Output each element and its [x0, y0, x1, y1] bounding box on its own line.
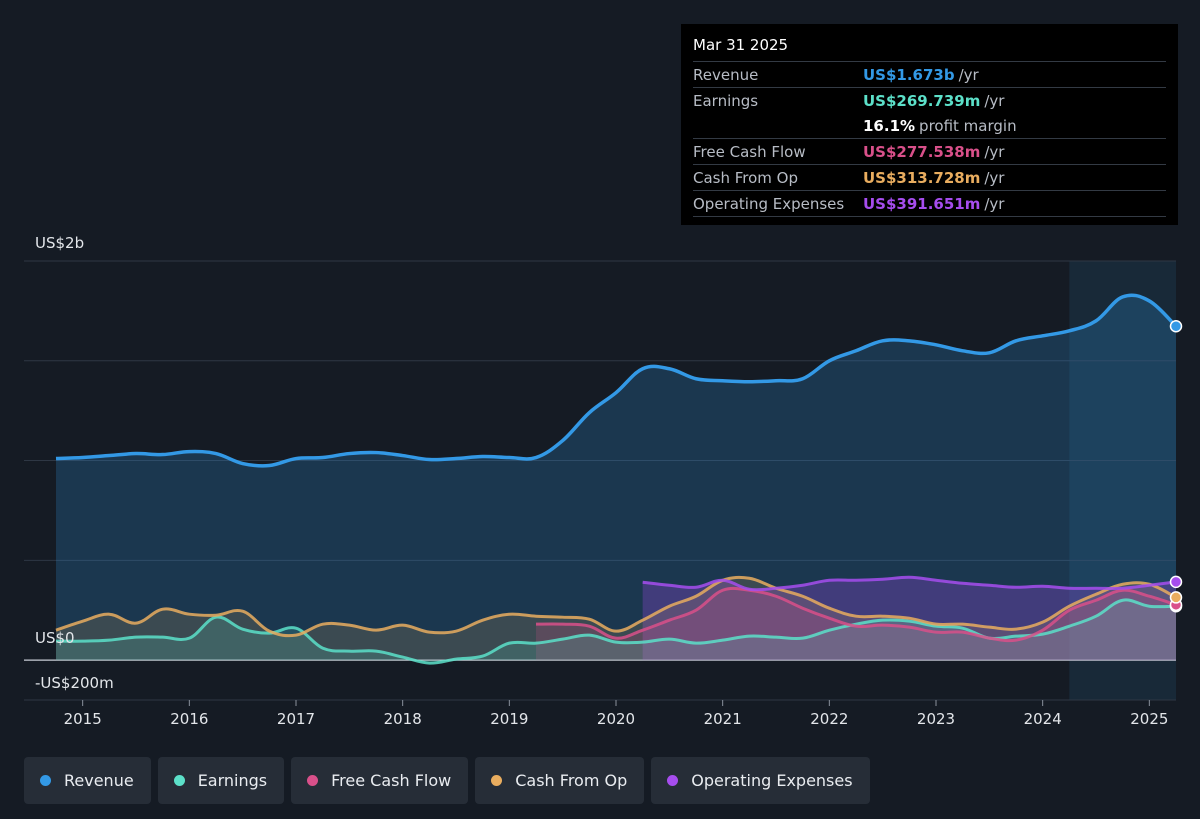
x-tick-label: 2022: [810, 710, 848, 728]
tooltip-unit: /yr: [958, 65, 979, 84]
tooltip-value: US$313.728m: [863, 168, 981, 187]
tooltip-unit: /yr: [984, 194, 1005, 213]
x-tick-label: 2024: [1024, 710, 1062, 728]
legend-dot-icon: [40, 775, 51, 786]
legend-item-revenue[interactable]: Revenue: [24, 757, 151, 804]
legend-dot-icon: [491, 775, 503, 786]
legend-label: Earnings: [197, 771, 268, 790]
legend-item-free-cash-flow[interactable]: Free Cash Flow: [291, 757, 469, 804]
tooltip-value: US$277.538m: [863, 142, 981, 161]
x-tick-label: 2019: [490, 710, 528, 728]
tooltip-value: US$1.673b: [863, 65, 955, 84]
gridlines: [24, 260, 1176, 701]
area-revenue: [56, 295, 1176, 661]
y-tick-label-bottom: -US$200m: [35, 674, 114, 692]
area-cash-from-op: [56, 577, 1176, 661]
tooltip-unit: /yr: [984, 168, 1005, 187]
data-tooltip: Mar 31 2025 Revenue US$1.673b /yr Earnin…: [681, 24, 1178, 225]
x-axis: 2015 2016 2017 2018 2019 2020 2021 2022 2023 2024…: [64, 700, 1168, 728]
series-endpoints: [1169, 320, 1183, 613]
chart-legend: Revenue Earnings Free Cash Flow Cash Fro…: [24, 757, 870, 804]
legend-label: Free Cash Flow: [331, 771, 452, 790]
legend-label: Operating Expenses: [691, 771, 853, 790]
tooltip-date: Mar 31 2025: [693, 36, 789, 54]
x-tick-label: 2020: [597, 710, 635, 728]
y-tick-label-top: US$2b: [35, 234, 84, 252]
series-lines: [55, 293, 1178, 665]
endpoint-operating-expenses: [1169, 575, 1183, 589]
x-tick-label: 2018: [384, 710, 422, 728]
endpoint-cash-from-op: [1169, 591, 1183, 604]
tooltip-label: Revenue: [693, 65, 759, 84]
tooltip-label: Earnings: [693, 91, 759, 110]
x-tick-label: 2016: [170, 710, 208, 728]
endpoint-revenue: [1169, 320, 1183, 333]
tooltip-label: Cash From Op: [693, 168, 799, 187]
legend-item-cash-from-op[interactable]: Cash From Op: [475, 757, 645, 804]
tooltip-row-operating-expenses: Operating Expenses US$391.651m /yr: [693, 190, 1166, 217]
legend-item-operating-expenses[interactable]: Operating Expenses: [651, 757, 870, 804]
tooltip-label: Free Cash Flow: [693, 142, 806, 161]
legend-label: Cash From Op: [515, 771, 628, 790]
x-tick-label: 2025: [1130, 710, 1168, 728]
series-areas: [56, 295, 1176, 664]
line-cash-from-op: [55, 575, 1177, 638]
tooltip-unit: /yr: [984, 91, 1005, 110]
forecast-shade: [1069, 261, 1176, 700]
tooltip-row-profit-margin: 16.1% profit margin: [693, 113, 1166, 138]
line-operating-expenses: [642, 575, 1177, 592]
x-tick-label: 2015: [64, 710, 102, 728]
legend-label: Revenue: [64, 771, 134, 790]
tooltip-row-revenue: Revenue US$1.673b /yr: [693, 61, 1166, 87]
legend-dot-icon: [307, 775, 319, 786]
legend-dot-icon: [667, 775, 679, 786]
tooltip-unit: /yr: [984, 142, 1005, 161]
tooltip-value: US$269.739m: [863, 91, 981, 110]
line-revenue: [55, 293, 1178, 468]
tooltip-value: US$391.651m: [863, 194, 981, 213]
x-tick-label: 2023: [917, 710, 955, 728]
legend-dot-icon: [173, 775, 185, 786]
line-free-cash-flow: [535, 586, 1177, 643]
area-earnings: [56, 599, 1176, 664]
legend-item-earnings[interactable]: Earnings: [157, 757, 285, 804]
tooltip-unit: profit margin: [919, 116, 1017, 135]
y-tick-label-zero: US$0: [35, 629, 75, 647]
tooltip-row-free-cash-flow: Free Cash Flow US$277.538m /yr: [693, 138, 1166, 164]
tooltip-label: Operating Expenses: [693, 194, 845, 213]
tooltip-row-earnings: Earnings US$269.739m /yr: [693, 87, 1166, 113]
tooltip-value: 16.1%: [863, 116, 916, 135]
tooltip-row-cash-from-op: Cash From Op US$313.728m /yr: [693, 164, 1166, 190]
x-tick-label: 2017: [277, 710, 315, 728]
x-tick-label: 2021: [704, 710, 742, 728]
